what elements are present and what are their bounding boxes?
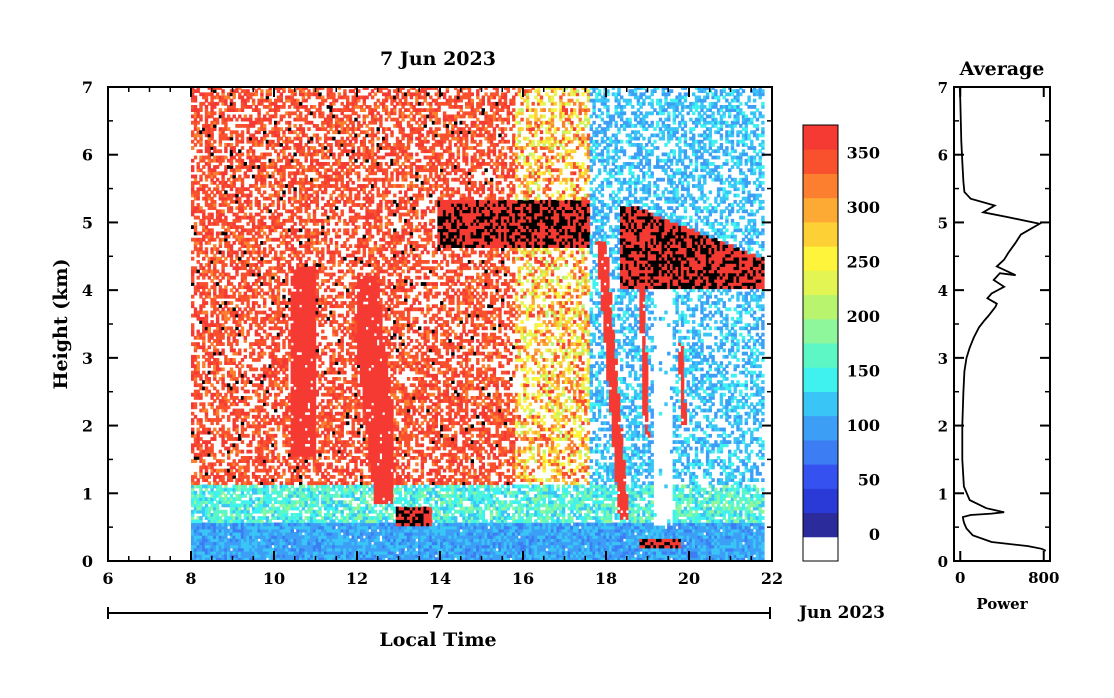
x-tick-labels: 6 8 10 12 14 16 18 20 22 [102, 569, 783, 588]
colorbar-frame [802, 124, 839, 562]
colorbar-band [803, 391, 838, 417]
date-month-year-label: Jun 2023 [797, 603, 885, 623]
x-tick-label: 14 [429, 569, 451, 588]
x-tick-label: 10 [263, 569, 285, 588]
x-tick-label: 22 [761, 569, 783, 588]
y-tick-label: 7 [82, 78, 93, 97]
avg-y-tick-label: 4 [938, 282, 948, 300]
average-plot-frame [953, 86, 1051, 562]
y-tick-label: 2 [82, 417, 93, 436]
y-tick-label: 5 [82, 213, 93, 232]
y-tick-label: 4 [82, 281, 93, 300]
colorbar-band [803, 367, 838, 392]
avg-y-tick-label: 5 [938, 214, 948, 232]
average-profile-line [958, 87, 1047, 552]
colorbar-band [803, 270, 838, 296]
average-axis-ticks [954, 86, 1050, 562]
x-axis-label: Local Time [379, 629, 496, 651]
colorbar-band [803, 343, 838, 368]
colorbar-tick-label: 150 [847, 361, 880, 380]
avg-y-tick-label: 0 [938, 553, 948, 571]
colorbar-band [803, 221, 838, 247]
avg-y-tick-label: 2 [938, 418, 948, 436]
colorbar-band [803, 464, 838, 489]
colorbar-tick-label: 50 [858, 470, 880, 489]
heatmap-cells [191, 87, 765, 561]
y-tick-label: 6 [82, 146, 93, 165]
average-title: Average [959, 58, 1045, 80]
colorbar-band [803, 318, 838, 344]
x-tick-label: 12 [346, 569, 368, 588]
avg-y-tick-label: 6 [938, 147, 948, 165]
colorbar-band [803, 294, 838, 320]
y-tick-label: 3 [82, 349, 93, 368]
colorbar-band [803, 197, 838, 223]
colorbar-tick-label: 300 [847, 198, 880, 217]
avg-x-tick-label: 800 [1028, 569, 1059, 587]
colorbar-band [803, 415, 838, 441]
y-axis-label: Height (km) [50, 259, 72, 390]
date-day-label-bg [428, 601, 448, 621]
colorbar-band [803, 149, 838, 174]
colorbar-tick-label: 350 [847, 143, 880, 162]
colorbar-band [803, 488, 838, 514]
y-tick-label: 0 [82, 552, 93, 571]
colorbar-tick-labels: 0 50 100 150 200 250 300 350 [847, 143, 880, 544]
colorbar-tick-label: 200 [847, 307, 880, 326]
colorbar-tick-label: 250 [847, 252, 880, 271]
avg-y-tick-label: 7 [938, 79, 948, 97]
date-day-label: 7 [432, 602, 445, 623]
x-tick-label: 8 [185, 569, 196, 588]
average-y-tick-labels: 0 1 2 3 4 5 6 7 [938, 79, 948, 571]
y-tick-label: 1 [82, 484, 93, 503]
average-x-tick-labels: 0 800 [955, 569, 1059, 587]
main-plot-frame [107, 86, 773, 562]
avg-x-tick-label: 0 [955, 569, 965, 587]
colorbar-band [803, 536, 838, 562]
y-tick-labels: 0 1 2 3 4 5 6 7 [82, 78, 93, 571]
x-tick-label: 16 [512, 569, 534, 588]
colorbar [803, 125, 838, 562]
avg-y-tick-label: 3 [938, 350, 948, 368]
chart-title: 7 Jun 2023 [380, 48, 496, 70]
x-tick-label: 6 [102, 569, 113, 588]
colorbar-band [803, 512, 838, 538]
colorbar-band [803, 125, 838, 150]
x-tick-label: 18 [595, 569, 617, 588]
average-x-axis-label: Power [976, 595, 1028, 613]
colorbar-band [803, 173, 838, 199]
colorbar-band [803, 439, 838, 465]
colorbar-tick-label: 100 [847, 416, 880, 435]
colorbar-tick-label: 0 [869, 525, 880, 544]
colorbar-band [803, 246, 838, 271]
avg-y-tick-label: 1 [938, 485, 948, 503]
x-tick-label: 20 [678, 569, 700, 588]
